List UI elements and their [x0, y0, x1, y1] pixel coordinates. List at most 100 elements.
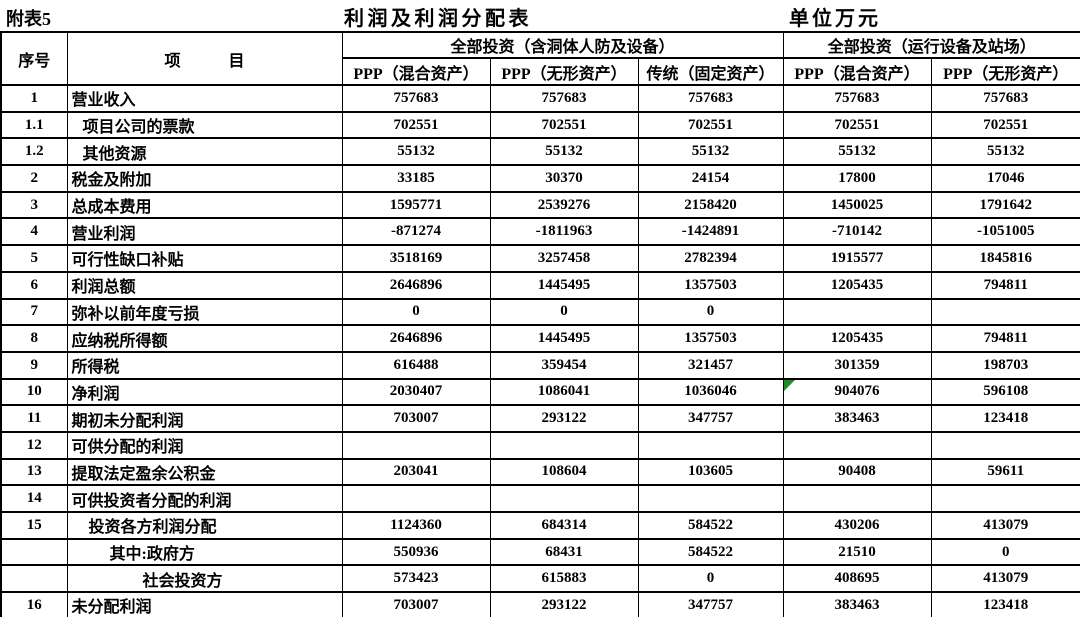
- cell-value: 0: [930, 537, 1080, 567]
- title-bar: 附表5 利润及利润分配表 单位万元: [0, 0, 1080, 31]
- cell-value: 2782394: [637, 244, 784, 273]
- cell-value: 550936: [341, 537, 491, 567]
- row-number: 6: [0, 270, 68, 300]
- row-number: 14: [0, 484, 68, 513]
- cell-value: 573423: [341, 564, 491, 594]
- cell-value: 2539276: [489, 190, 639, 220]
- row-item-label: 其他资源: [66, 137, 343, 167]
- column-header-item: 项 目: [66, 31, 343, 86]
- row-item-label: 提取法定盈余公积金: [66, 457, 343, 487]
- cell-value: 103605: [637, 457, 784, 487]
- cell-value: 757683: [341, 84, 491, 113]
- cell-value: 55132: [489, 137, 639, 167]
- row-item-label: 项目公司的票款: [66, 110, 343, 140]
- cell-value: [930, 430, 1080, 460]
- cell-value: 2646896: [341, 324, 491, 353]
- cell-value: 30370: [489, 164, 639, 193]
- cell-value: 55132: [341, 137, 491, 167]
- row-item-label: 税金及附加: [66, 164, 343, 193]
- cell-value: 123418: [930, 591, 1080, 617]
- column-header-ppp-intangible-1: PPP（无形资产）: [489, 57, 639, 86]
- cell-value: 1205435: [782, 270, 932, 300]
- cell-value: [930, 297, 1080, 327]
- cell-value: 123418: [930, 404, 1080, 433]
- table-row: 15 投资各方利润分配 1124360 684314 584522 430206 41307…: [0, 511, 1080, 540]
- row-item-label: 未分配利润: [66, 591, 343, 617]
- cell-value: 413079: [930, 564, 1080, 594]
- cell-value: 383463: [782, 404, 932, 433]
- cell-value: 301359: [782, 350, 932, 380]
- table-row: 8 应纳税所得额 2646896 1445495 1357503 1205435 79481…: [0, 324, 1080, 353]
- row-item-label: 社会投资方: [66, 564, 343, 594]
- cell-value: -710142: [782, 217, 932, 247]
- table-row: 14 可供投资者分配的利润: [0, 484, 1080, 513]
- cell-value: 17046: [930, 164, 1080, 193]
- row-item-label: 投资各方利润分配: [66, 511, 343, 540]
- cell-value: [489, 430, 639, 460]
- cell-value: 383463: [782, 591, 932, 617]
- cell-value: [930, 484, 1080, 513]
- cell-value: 68431: [489, 537, 639, 567]
- table-row: 4 营业利润 -871274 -1811963 -1424891 -710142 -1051…: [0, 217, 1080, 247]
- cell-value: [637, 430, 784, 460]
- table-row: 5 可行性缺口补贴 3518169 3257458 2782394 1915577 1845…: [0, 244, 1080, 273]
- cell-value: -1051005: [930, 217, 1080, 247]
- cell-value: 757683: [637, 84, 784, 113]
- cell-flag-icon: [784, 380, 795, 391]
- cell-value: 703007: [341, 591, 491, 617]
- cell-value: [637, 484, 784, 513]
- row-number: 5: [0, 244, 68, 273]
- cell-value: 59611: [930, 457, 1080, 487]
- cell-value: 703007: [341, 404, 491, 433]
- cell-value: [489, 484, 639, 513]
- column-header-no: 序号: [0, 31, 68, 86]
- table-row: 1 营业收入 757683 757683 757683 757683 757683: [0, 84, 1080, 113]
- row-number: 2: [0, 164, 68, 193]
- table-row: 3 总成本费用 1595771 2539276 2158420 1450025 179164…: [0, 190, 1080, 220]
- column-group-total-investment-cavern: 全部投资（含洞体人防及设备）: [341, 31, 784, 59]
- row-item-label: 所得税: [66, 350, 343, 380]
- cell-value: 0: [489, 297, 639, 327]
- table-row: 10 净利润 2030407 1086041 1036046 904076 596108: [0, 377, 1080, 407]
- cell-value: 684314: [489, 511, 639, 540]
- cell-value: 347757: [637, 404, 784, 433]
- page-title: 利润及利润分配表: [344, 8, 532, 30]
- cell-value: 1791642: [930, 190, 1080, 220]
- cell-value: 1445495: [489, 324, 639, 353]
- sheet-label: 附表5: [6, 9, 51, 29]
- table-row: 16 未分配利润 703007 293122 347757 383463 123418: [0, 591, 1080, 617]
- cell-value: -1424891: [637, 217, 784, 247]
- row-number: 12: [0, 430, 68, 460]
- row-number: 10: [0, 377, 68, 407]
- header-group-row: 序号 项 目 全部投资（含洞体人防及设备） 全部投资（运行设备及站场）: [0, 31, 1080, 86]
- cell-value: 1445495: [489, 270, 639, 300]
- cell-value: 17800: [782, 164, 932, 193]
- row-item-label: 可行性缺口补贴: [66, 244, 343, 273]
- cell-value: 1357503: [637, 324, 784, 353]
- table-row: 其中:政府方 550936 68431 584522 21510 0: [0, 537, 1080, 567]
- cell-value: 55132: [930, 137, 1080, 167]
- row-number: 3: [0, 190, 68, 220]
- cell-value: 108604: [489, 457, 639, 487]
- row-item-label: 净利润: [66, 377, 343, 407]
- cell-value: -1811963: [489, 217, 639, 247]
- row-number: 8: [0, 324, 68, 353]
- table-header: 序号 项 目 全部投资（含洞体人防及设备） 全部投资（运行设备及站场） PPP（…: [0, 31, 1080, 86]
- cell-value: 413079: [930, 511, 1080, 540]
- cell-value: 0: [637, 564, 784, 594]
- cell-value: 408695: [782, 564, 932, 594]
- table-row: 社会投资方 573423 615883 0 408695 413079: [0, 564, 1080, 594]
- cell-value: 1086041: [489, 377, 639, 407]
- cell-value: 702551: [782, 110, 932, 140]
- cell-value: 1450025: [782, 190, 932, 220]
- header-sub-row: PPP（混合资产） PPP（无形资产） 传统（固定资产） PPP（混合资产） P…: [1, 57, 1080, 86]
- cell-value: 24154: [637, 164, 784, 193]
- row-item-label: 利润总额: [66, 270, 343, 300]
- row-number: 15: [0, 511, 68, 540]
- cell-value: 0: [341, 297, 491, 327]
- cell-value: -871274: [341, 217, 491, 247]
- cell-value: 293122: [489, 591, 639, 617]
- table-row: 13 提取法定盈余公积金 203041 108604 103605 90408 59611: [0, 457, 1080, 487]
- cell-value: 1915577: [782, 244, 932, 273]
